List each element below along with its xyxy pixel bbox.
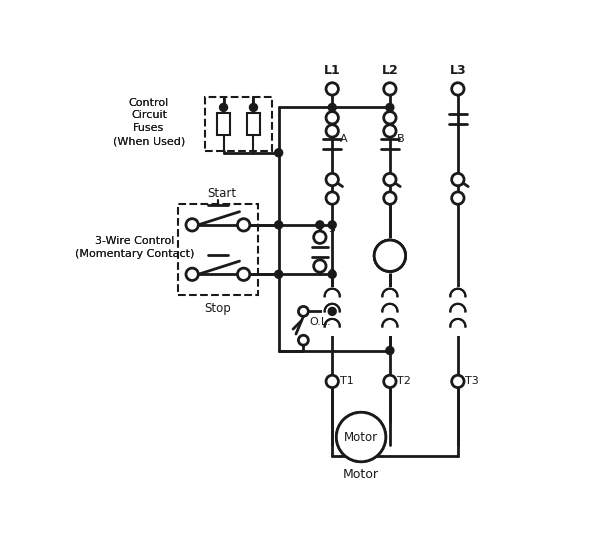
Circle shape xyxy=(386,104,393,111)
Text: L1: L1 xyxy=(324,64,341,78)
Circle shape xyxy=(298,335,308,345)
Text: L2: L2 xyxy=(382,64,398,78)
Circle shape xyxy=(374,240,406,271)
Circle shape xyxy=(452,173,464,186)
Circle shape xyxy=(326,83,338,95)
Bar xyxy=(322,287,343,336)
Circle shape xyxy=(384,375,396,387)
Text: Control
Circuit
Fuses
(When Used): Control Circuit Fuses (When Used) xyxy=(113,98,185,146)
Text: 2: 2 xyxy=(328,269,335,279)
Text: A: A xyxy=(340,134,347,144)
Bar xyxy=(448,287,468,336)
Circle shape xyxy=(329,104,335,111)
Circle shape xyxy=(186,268,199,280)
Text: L3: L3 xyxy=(449,64,466,78)
Text: Stop: Stop xyxy=(205,302,231,315)
Circle shape xyxy=(326,173,338,186)
Circle shape xyxy=(376,242,403,269)
Text: Motor: Motor xyxy=(344,431,378,444)
Circle shape xyxy=(329,308,335,315)
Circle shape xyxy=(250,104,257,111)
Circle shape xyxy=(317,221,323,228)
Circle shape xyxy=(384,125,396,137)
Text: B: B xyxy=(397,134,405,144)
Circle shape xyxy=(384,173,396,186)
Circle shape xyxy=(384,83,396,95)
Circle shape xyxy=(326,125,338,137)
Circle shape xyxy=(384,112,396,124)
Circle shape xyxy=(238,268,250,280)
Circle shape xyxy=(374,240,406,271)
Circle shape xyxy=(275,271,282,278)
Circle shape xyxy=(452,192,464,204)
Circle shape xyxy=(298,307,308,316)
Text: Motor: Motor xyxy=(344,433,378,446)
Bar xyxy=(217,112,230,135)
Text: T1: T1 xyxy=(340,377,353,386)
Text: Motor: Motor xyxy=(343,468,379,481)
Circle shape xyxy=(452,375,464,387)
Circle shape xyxy=(337,412,386,462)
Circle shape xyxy=(337,412,386,462)
Circle shape xyxy=(220,104,227,111)
Circle shape xyxy=(186,219,199,231)
Circle shape xyxy=(238,219,250,231)
Text: Start: Start xyxy=(208,187,236,200)
Circle shape xyxy=(452,83,464,95)
Circle shape xyxy=(275,221,282,228)
Circle shape xyxy=(384,192,396,204)
Circle shape xyxy=(386,347,393,354)
Text: T2: T2 xyxy=(397,377,411,386)
Circle shape xyxy=(329,221,335,228)
Bar xyxy=(380,287,400,336)
Text: 3-Wire Control
(Momentary Contact): 3-Wire Control (Momentary Contact) xyxy=(75,236,194,259)
Bar xyxy=(205,97,272,151)
Circle shape xyxy=(326,192,338,204)
Text: Control
Circuit
Fuses
(When Used): Control Circuit Fuses (When Used) xyxy=(113,98,185,146)
Circle shape xyxy=(372,238,407,273)
Circle shape xyxy=(314,260,326,272)
Text: O.L.: O.L. xyxy=(310,317,331,327)
Text: 3-Wire Control
(Momentary Contact): 3-Wire Control (Momentary Contact) xyxy=(75,236,194,259)
Text: T3: T3 xyxy=(465,377,479,386)
Bar xyxy=(247,112,260,135)
Circle shape xyxy=(326,112,338,124)
Bar xyxy=(178,204,258,295)
Circle shape xyxy=(275,149,282,156)
Text: 3: 3 xyxy=(328,224,335,234)
Circle shape xyxy=(314,231,326,243)
Circle shape xyxy=(326,375,338,387)
Circle shape xyxy=(329,271,335,278)
